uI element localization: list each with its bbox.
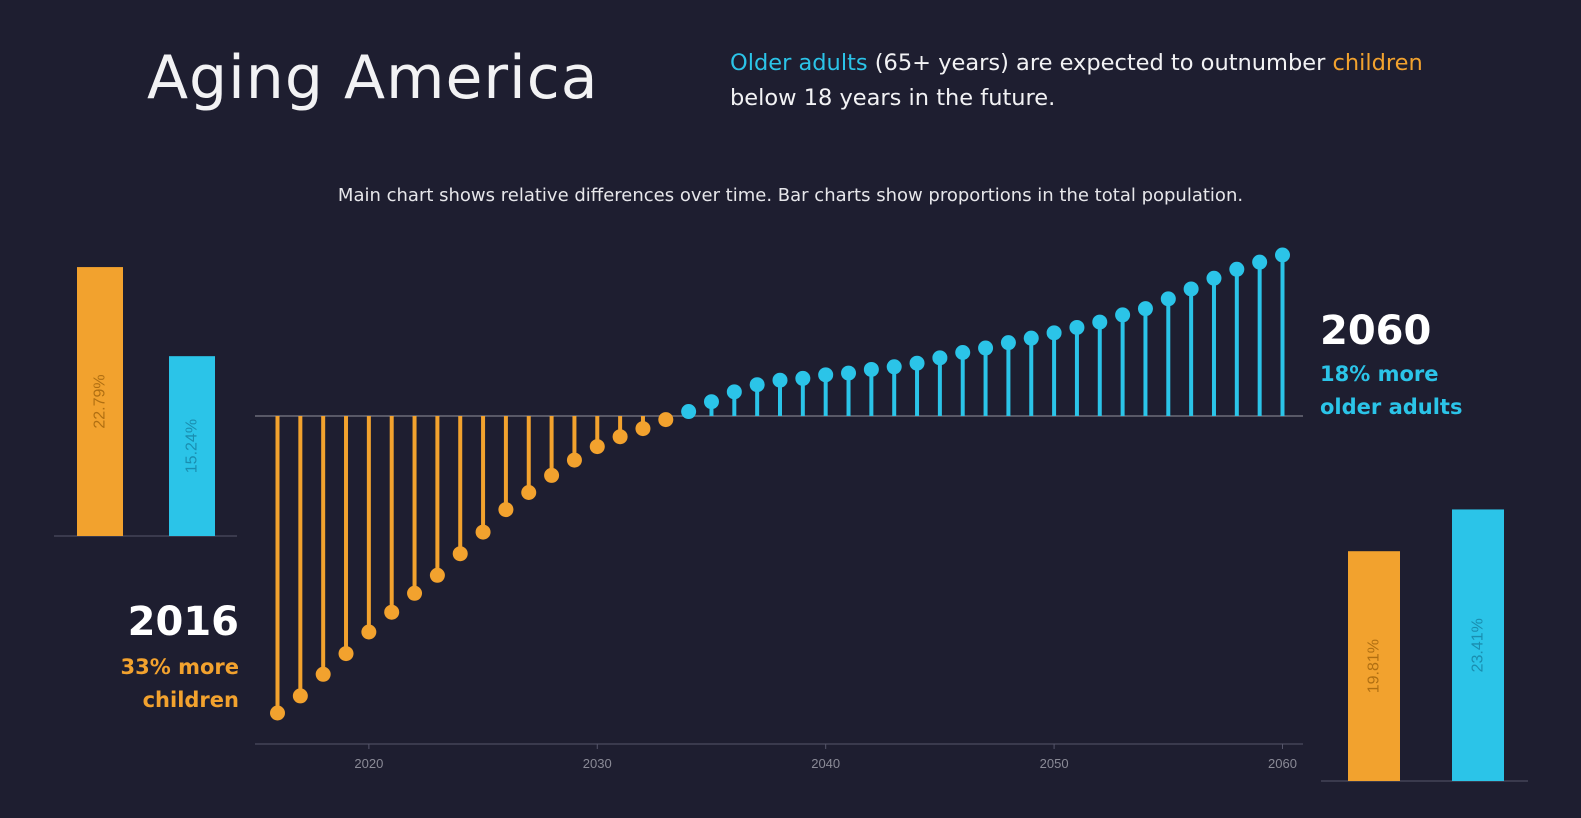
lollipop-point <box>407 585 423 601</box>
lollipop-point <box>521 485 537 500</box>
lollipop-point <box>635 421 651 437</box>
lollipop-point <box>772 372 788 388</box>
lollipop-point <box>452 546 468 562</box>
lollipop-point <box>726 384 742 400</box>
lollipop-point <box>612 429 628 445</box>
bar-value-label: 19.81% <box>1366 639 1383 693</box>
lollipop-point <box>589 439 605 455</box>
lollipop-point <box>270 705 285 721</box>
lollipop-point <box>909 355 925 371</box>
lollipop-point <box>795 370 811 386</box>
headline-older-adults: Older adults <box>730 50 868 76</box>
headline-children: children <box>1332 50 1423 76</box>
lollipop-point <box>1229 261 1245 277</box>
start-note: 33% more children <box>39 651 239 717</box>
headline: Older adults (65+ years) are expected to… <box>730 46 1490 116</box>
lollipop-point <box>841 365 857 381</box>
bar-value-label: 22.79% <box>92 374 109 428</box>
lollipop-point <box>1023 330 1039 346</box>
lollipop-point <box>566 452 582 468</box>
headline-part2: below 18 years in the future. <box>730 85 1056 111</box>
lollipop-point <box>498 502 514 518</box>
lollipop-point <box>1046 325 1062 341</box>
lollipop-point <box>886 359 902 375</box>
start-note-line2: children <box>142 688 239 712</box>
lollipop-chart: 2020 2030 2040 2050 2060 <box>255 247 1303 771</box>
x-tick-label: 2020 <box>354 756 383 771</box>
lollipop-point <box>429 567 445 583</box>
x-tick-label: 2040 <box>811 756 840 771</box>
lollipop-point <box>955 344 971 360</box>
lollipop-point <box>978 340 994 356</box>
bar-children <box>1348 551 1400 781</box>
lollipop-point <box>1115 307 1131 323</box>
start-note-line1: 33% more <box>120 655 239 679</box>
bar-children <box>77 267 123 536</box>
bar-chart-2060: 19.81% 23.41% <box>1321 509 1528 782</box>
lollipop-point <box>749 377 765 393</box>
x-tick-label: 2060 <box>1268 756 1297 771</box>
lollipop-point <box>315 666 331 682</box>
lollipop-point <box>818 367 834 383</box>
bar-value-label: 23.41% <box>1470 618 1487 672</box>
x-tick-label: 2050 <box>1040 756 1069 771</box>
x-tick-label: 2030 <box>583 756 612 771</box>
start-year-label: 2016 <box>127 599 239 645</box>
lollipop-point <box>658 412 674 428</box>
lollipop-point <box>1183 281 1199 297</box>
lollipop-point <box>475 524 491 540</box>
bar-value-label: 15.24% <box>184 419 201 473</box>
end-year-label: 2060 <box>1320 308 1432 354</box>
lollipop-point <box>338 646 354 662</box>
lollipop-point <box>1000 335 1016 351</box>
lollipop-point <box>384 604 400 620</box>
lollipop-point <box>863 361 879 377</box>
lollipop-point <box>361 624 377 640</box>
end-note-line2: older adults <box>1320 395 1463 419</box>
lollipop-point <box>544 467 560 483</box>
lollipop-point <box>292 688 308 704</box>
lollipop-point <box>703 394 719 410</box>
lollipop-point <box>1206 270 1222 286</box>
lollipop-point <box>1092 314 1108 330</box>
lollipop-point <box>932 350 948 366</box>
lollipop-point <box>681 404 697 420</box>
end-note: 18% more older adults <box>1320 358 1520 424</box>
lollipop-point <box>1160 291 1176 307</box>
page-title: Aging America <box>147 43 599 113</box>
lollipop-point <box>1275 247 1290 263</box>
bar-older_adults <box>169 356 215 536</box>
chart-subtitle: Main chart shows relative differences ov… <box>337 185 1244 206</box>
headline-part1: (65+ years) are expected to outnumber <box>867 50 1333 76</box>
bar-older_adults <box>1452 509 1504 781</box>
bar-chart-2016: 22.79% 15.24% <box>54 267 237 537</box>
lollipop-point <box>1069 319 1085 335</box>
end-note-line1: 18% more <box>1320 362 1439 386</box>
lollipop-point <box>1252 254 1268 270</box>
lollipop-point <box>1137 301 1153 317</box>
